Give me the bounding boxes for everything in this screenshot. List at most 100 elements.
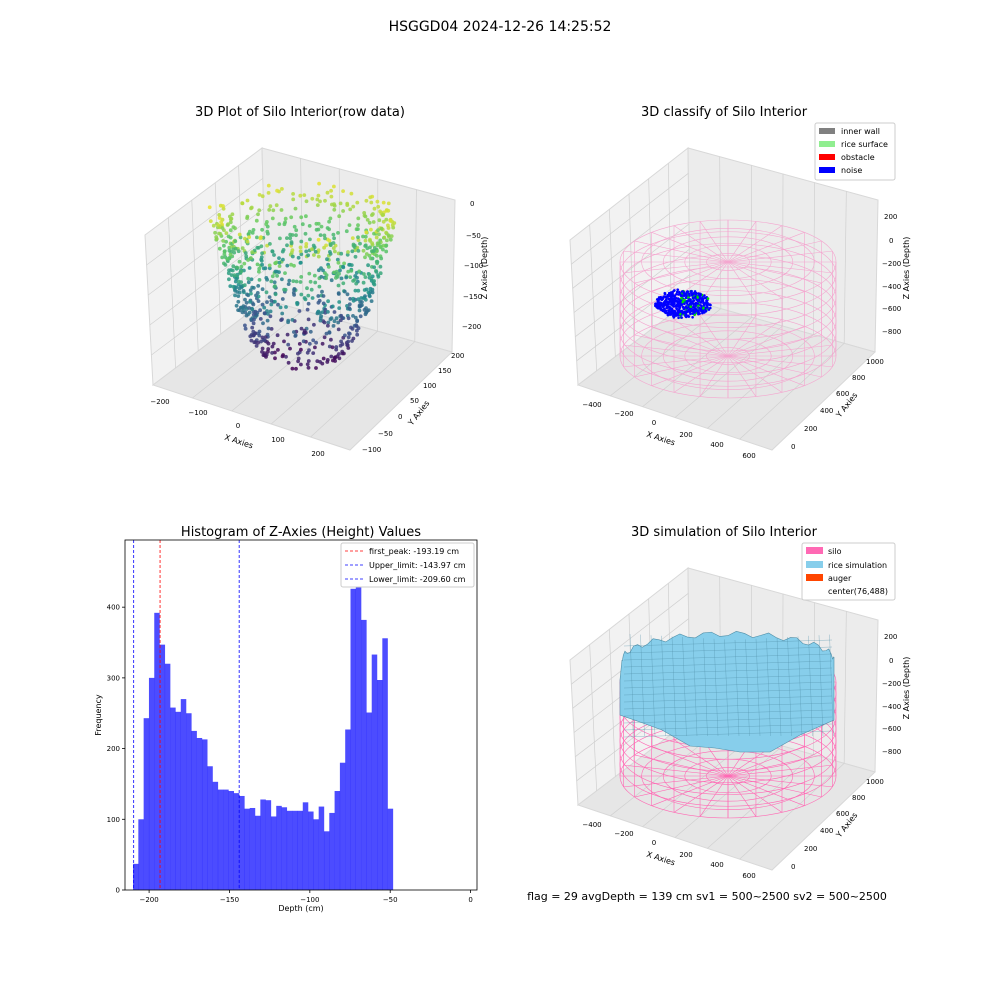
data-point (381, 247, 385, 252)
data-point (707, 308, 711, 311)
histogram-bar (170, 707, 176, 890)
z-axis-label: Z Axies (Depth) (480, 237, 489, 300)
data-point (239, 285, 244, 290)
data-point (337, 306, 342, 310)
data-point (213, 230, 218, 235)
data-point (364, 230, 369, 235)
data-point (665, 295, 669, 298)
data-point (325, 226, 330, 230)
data-point (694, 295, 697, 299)
data-point (335, 257, 340, 262)
data-point (228, 220, 233, 225)
histogram-bar (366, 712, 372, 890)
legend-label: inner wall (841, 127, 880, 136)
data-point (246, 280, 251, 285)
data-point (341, 264, 345, 269)
data-point (347, 302, 352, 307)
data-point (367, 272, 372, 277)
data-point (247, 310, 252, 315)
data-point (701, 297, 704, 300)
data-point (363, 275, 368, 279)
data-point (692, 305, 695, 309)
mesh-line (692, 637, 698, 737)
data-point (282, 287, 286, 292)
data-point (384, 249, 389, 254)
data-point (347, 223, 352, 228)
wire-line (651, 326, 729, 357)
data-point (372, 282, 377, 287)
data-point (232, 273, 237, 277)
x-tick-label: −100 (300, 896, 319, 904)
data-point (345, 252, 350, 257)
wire-ring (706, 767, 750, 785)
data-point (228, 252, 233, 257)
histogram-bar (345, 729, 351, 890)
grid-line (310, 341, 416, 438)
data-point (322, 233, 327, 238)
data-point (273, 356, 277, 361)
data-point (244, 300, 249, 305)
data-point (310, 247, 314, 252)
data-point (309, 287, 314, 292)
data-point (283, 271, 287, 275)
data-point (671, 312, 674, 315)
data-point (245, 198, 250, 203)
data-point (242, 261, 247, 266)
wire-line (651, 261, 729, 292)
data-point (699, 307, 702, 311)
data-point (262, 305, 267, 310)
data-point (288, 346, 292, 351)
data-point (270, 344, 275, 349)
data-point (343, 333, 347, 338)
data-point (300, 222, 305, 227)
wire-ring (706, 347, 750, 365)
data-point (673, 295, 676, 299)
mesh-line (640, 634, 645, 737)
data-point (237, 279, 241, 284)
data-point (339, 313, 344, 318)
wire-line (727, 775, 783, 813)
data-point (280, 187, 284, 191)
data-point (683, 298, 686, 302)
x-axis: −200 −150 −100 −50 0 (139, 890, 473, 904)
y-tick-label: 200 (804, 845, 817, 853)
x-tick-label: −200 (139, 896, 158, 904)
y-tick-label: 0 (116, 887, 120, 895)
data-point (673, 314, 676, 318)
legend-label: rice surface (841, 140, 888, 149)
data-point (306, 365, 311, 370)
y-tick-label: 400 (107, 604, 120, 612)
data-point (272, 284, 277, 289)
data-point (249, 338, 254, 343)
data-point (381, 200, 386, 205)
histogram-bar (138, 819, 144, 890)
mesh-line (623, 681, 833, 689)
data-point (363, 255, 367, 260)
data-point (261, 321, 265, 326)
wire-line (699, 355, 729, 397)
wire-line (727, 344, 833, 357)
data-point (217, 246, 222, 251)
y-tick-label: 800 (852, 374, 865, 382)
legend-swatch (819, 154, 835, 160)
data-point (687, 292, 691, 296)
data-point (220, 255, 225, 260)
histogram-bar (239, 795, 245, 890)
data-point (298, 249, 303, 254)
data-point (222, 243, 226, 248)
data-point (326, 265, 331, 269)
wire-line (727, 334, 822, 357)
data-point (275, 188, 279, 193)
data-point (228, 235, 233, 240)
x-axis-label: Depth (cm) (278, 904, 323, 913)
data-point (268, 309, 273, 314)
panel-histogram: Histogram of Z-Axies (Height) Values −20… (94, 525, 478, 913)
data-point (319, 275, 324, 279)
data-point (663, 310, 667, 314)
data-point (368, 286, 373, 291)
data-point (332, 310, 337, 314)
data-point (315, 197, 320, 202)
wire-line (673, 225, 729, 263)
data-point (346, 316, 351, 321)
data-point (252, 317, 256, 322)
